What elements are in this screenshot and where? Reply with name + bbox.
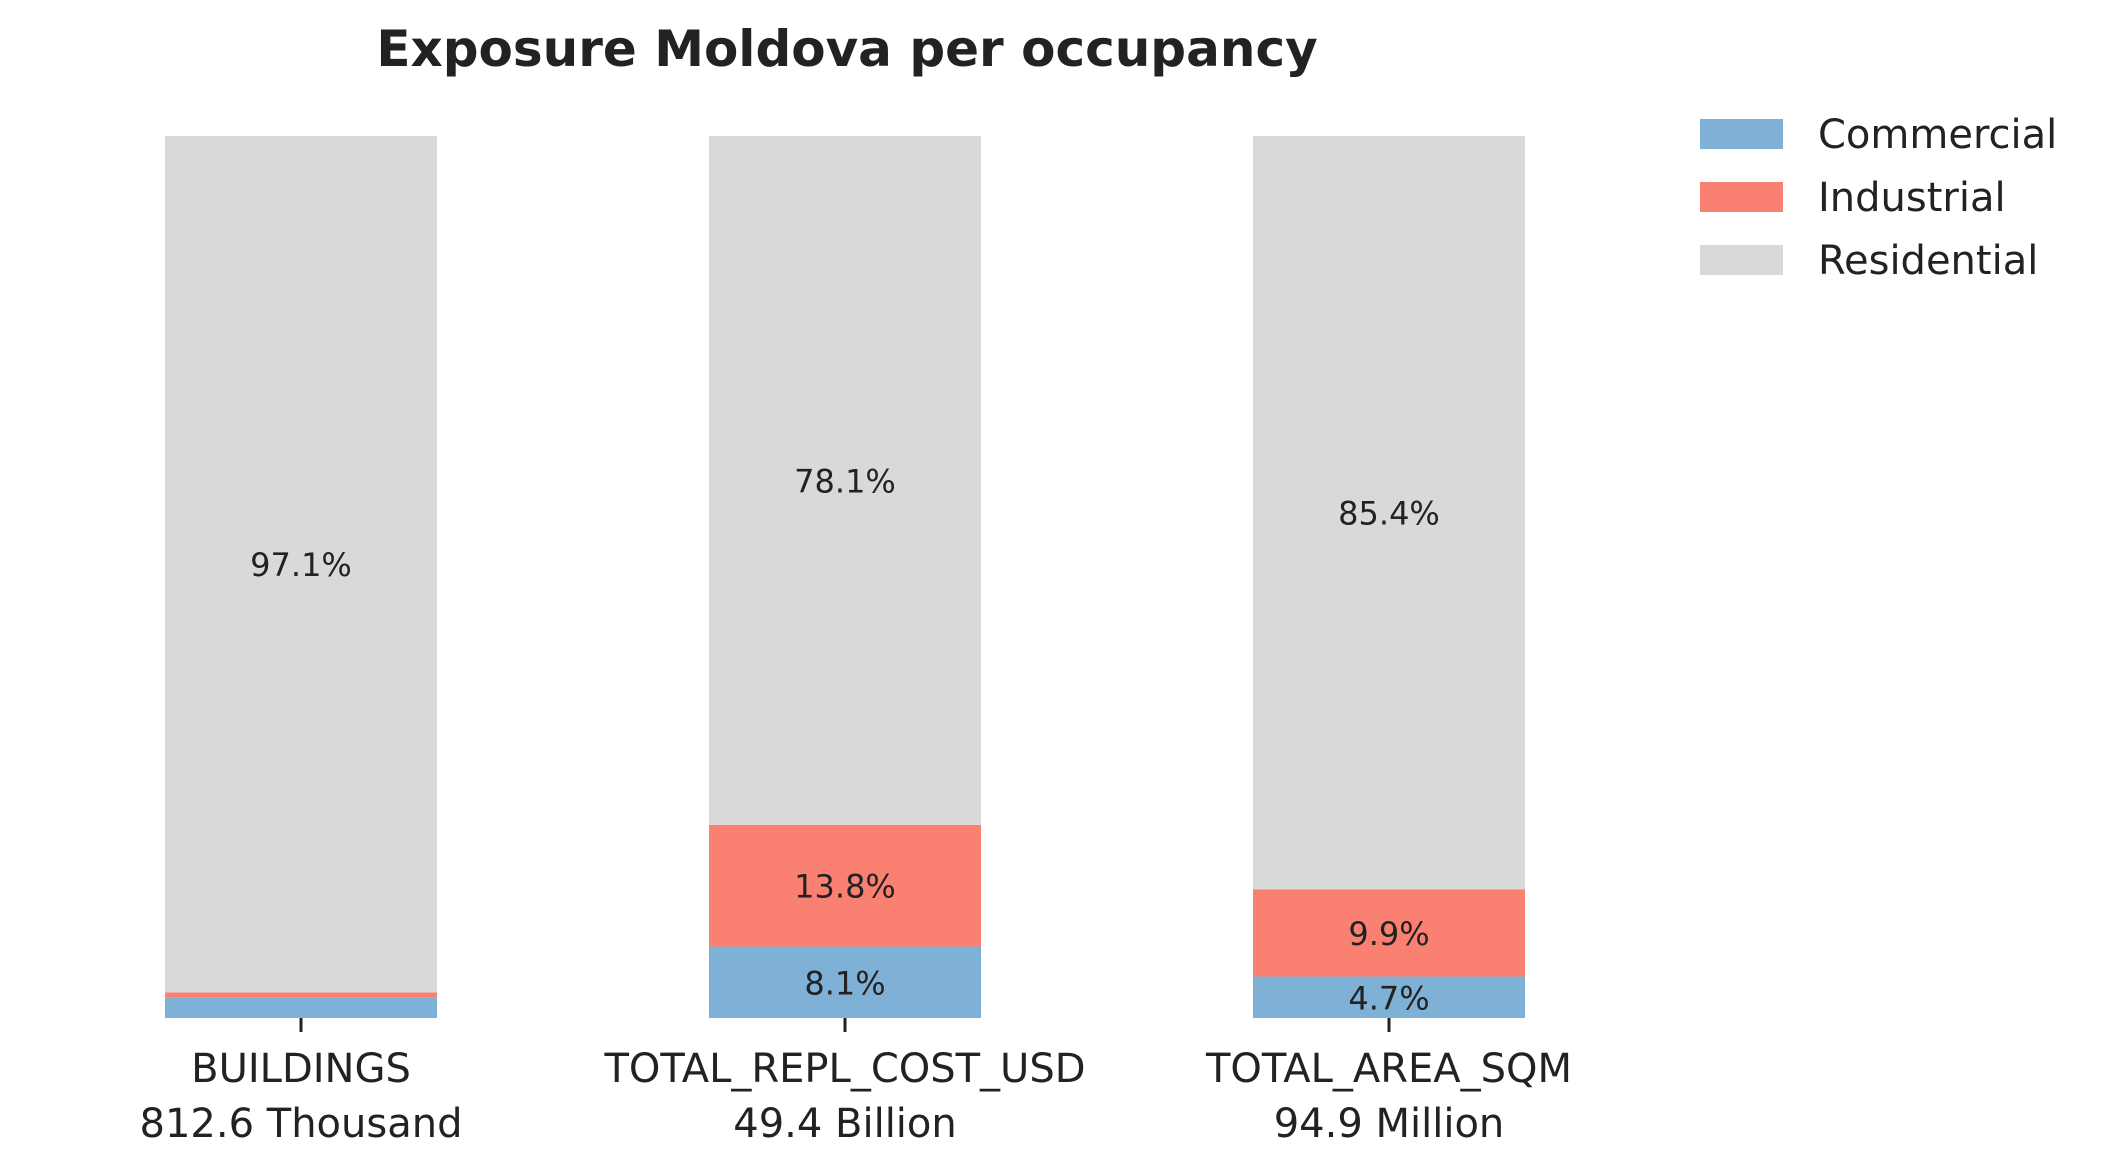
x-axis: BUILDINGS 812.6 Thousand TOTAL_REPL_COST_U…: [140, 1018, 1572, 1147]
x-total-label-total-area-sqm: 94.9 Million: [1274, 1101, 1505, 1147]
legend-label-industrial: Industrial: [1818, 175, 2006, 221]
segment-label-total-area-sqm-commercial: 4.7%: [1348, 979, 1429, 1017]
x-total-label-total-repl-cost-usd: 49.4 Billion: [733, 1101, 957, 1147]
bar-total-repl-cost-usd-industrial: [709, 824, 981, 947]
segment-label-total-area-sqm-industrial: 9.9%: [1348, 915, 1429, 953]
bar-total-repl-cost-usd-residential: [709, 136, 981, 825]
bar-buildings-residential: [165, 136, 437, 993]
x-tick-label-buildings: BUILDINGS: [191, 1046, 411, 1092]
x-total-label-buildings: 812.6 Thousand: [140, 1101, 463, 1147]
segment-label-total-repl-cost-usd-residential: 78.1%: [794, 462, 896, 500]
bar-buildings-commercial: [165, 997, 437, 1018]
segment-label-total-repl-cost-usd-industrial: 13.8%: [794, 868, 896, 906]
x-tick-label-total-area-sqm: TOTAL_AREA_SQM: [1205, 1046, 1572, 1092]
segment-label-total-repl-cost-usd-commercial: 8.1%: [804, 964, 885, 1002]
bar-buildings-industrial: [165, 992, 437, 998]
segment-labels-group: 97.1% 8.1% 13.8% 78.1% 4.7% 9.9% 85.4%: [250, 462, 1440, 1017]
legend-swatch-commercial: [1700, 119, 1783, 149]
segment-label-total-area-sqm-residential: 85.4%: [1338, 495, 1440, 533]
bar-total-repl-cost-usd-commercial: [709, 946, 981, 1018]
legend-swatch-industrial: [1700, 182, 1783, 212]
bars-group: [165, 136, 1525, 1018]
segment-label-buildings-residential: 97.1%: [250, 546, 352, 584]
legend: Commercial Industrial Residential: [1700, 112, 2057, 284]
legend-label-residential: Residential: [1818, 238, 2038, 284]
legend-label-commercial: Commercial: [1818, 112, 2057, 158]
x-tick-label-total-repl-cost-usd: TOTAL_REPL_COST_USD: [603, 1046, 1085, 1092]
bar-total-area-sqm-residential: [1253, 136, 1525, 890]
chart-title: Exposure Moldova per occupancy: [376, 20, 1317, 78]
bar-total-area-sqm-industrial: [1253, 889, 1525, 977]
bar-total-area-sqm-commercial: [1253, 976, 1525, 1018]
legend-swatch-residential: [1700, 245, 1783, 275]
